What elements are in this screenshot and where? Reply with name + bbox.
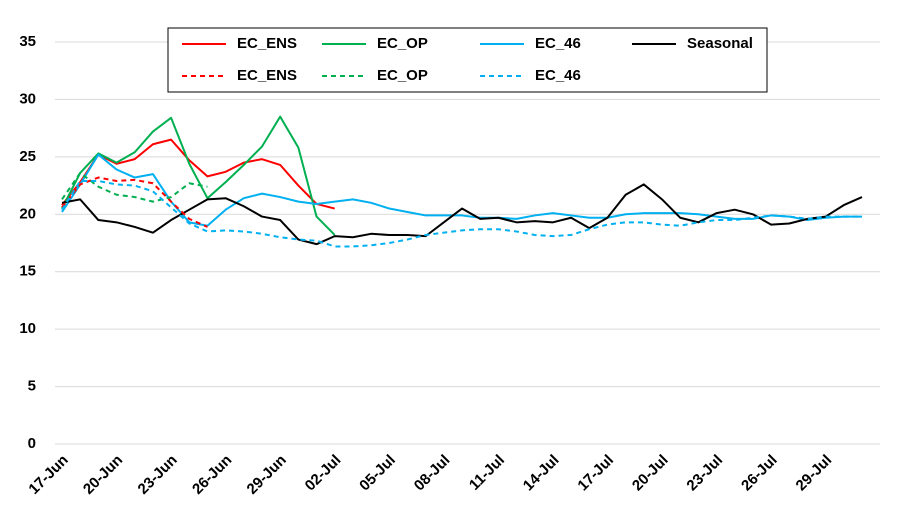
legend-label: EC_OP xyxy=(377,67,428,84)
y-tick-label: 0 xyxy=(28,435,36,452)
y-tick-label: 5 xyxy=(28,378,36,395)
legend-label: EC_ENS xyxy=(237,35,297,52)
y-tick-label: 25 xyxy=(19,148,36,165)
x-tick-label: 20-Jun xyxy=(80,452,126,498)
series-line xyxy=(61,176,208,228)
legend-label: EC_46 xyxy=(535,35,581,52)
legend-label: Seasonal xyxy=(687,35,753,52)
x-tick-label: 02-Jul xyxy=(302,452,345,495)
x-tick-label: 29-Jul xyxy=(793,452,836,495)
legend-box xyxy=(167,27,768,93)
series-line xyxy=(61,115,336,236)
x-tick-label: 26-Jul xyxy=(738,452,781,495)
x-tick-label: 26-Jun xyxy=(189,452,235,498)
x-tick-label: 11-Jul xyxy=(466,452,508,494)
x-tick-label: 05-Jul xyxy=(356,452,399,495)
y-tick-label: 35 xyxy=(19,33,36,50)
x-tick-label: 29-Jun xyxy=(244,452,290,498)
series-line xyxy=(61,179,862,248)
plot-area xyxy=(61,115,863,248)
x-tick-label: 23-Jul xyxy=(683,452,726,495)
legend-label: EC_ENS xyxy=(237,67,297,84)
y-tick-label: 10 xyxy=(19,320,36,337)
y-tick-label: 30 xyxy=(19,90,36,107)
y-tick-label: 20 xyxy=(19,205,36,222)
grid xyxy=(55,41,880,445)
x-tick-label: 20-Jul xyxy=(629,452,672,495)
legend-label: EC_OP xyxy=(377,35,428,52)
series-line xyxy=(61,183,863,246)
legend: EC_ENS EC_OP EC_46 Seasonal EC_ENS EC_OP EC_46 xyxy=(167,27,768,93)
legend-label: EC_46 xyxy=(535,67,581,84)
x-tick-label: 14-Jul xyxy=(520,452,563,495)
series-line xyxy=(61,153,862,227)
x-tick-label: 08-Jul xyxy=(411,452,454,495)
y-tick-label: 15 xyxy=(19,263,36,280)
x-tick-label: 23-Jun xyxy=(135,452,181,498)
series-line xyxy=(61,138,335,210)
x-tick-label: 17-Jun xyxy=(25,452,71,498)
series-line xyxy=(61,171,208,203)
x-tick-label: 17-Jul xyxy=(574,452,617,495)
